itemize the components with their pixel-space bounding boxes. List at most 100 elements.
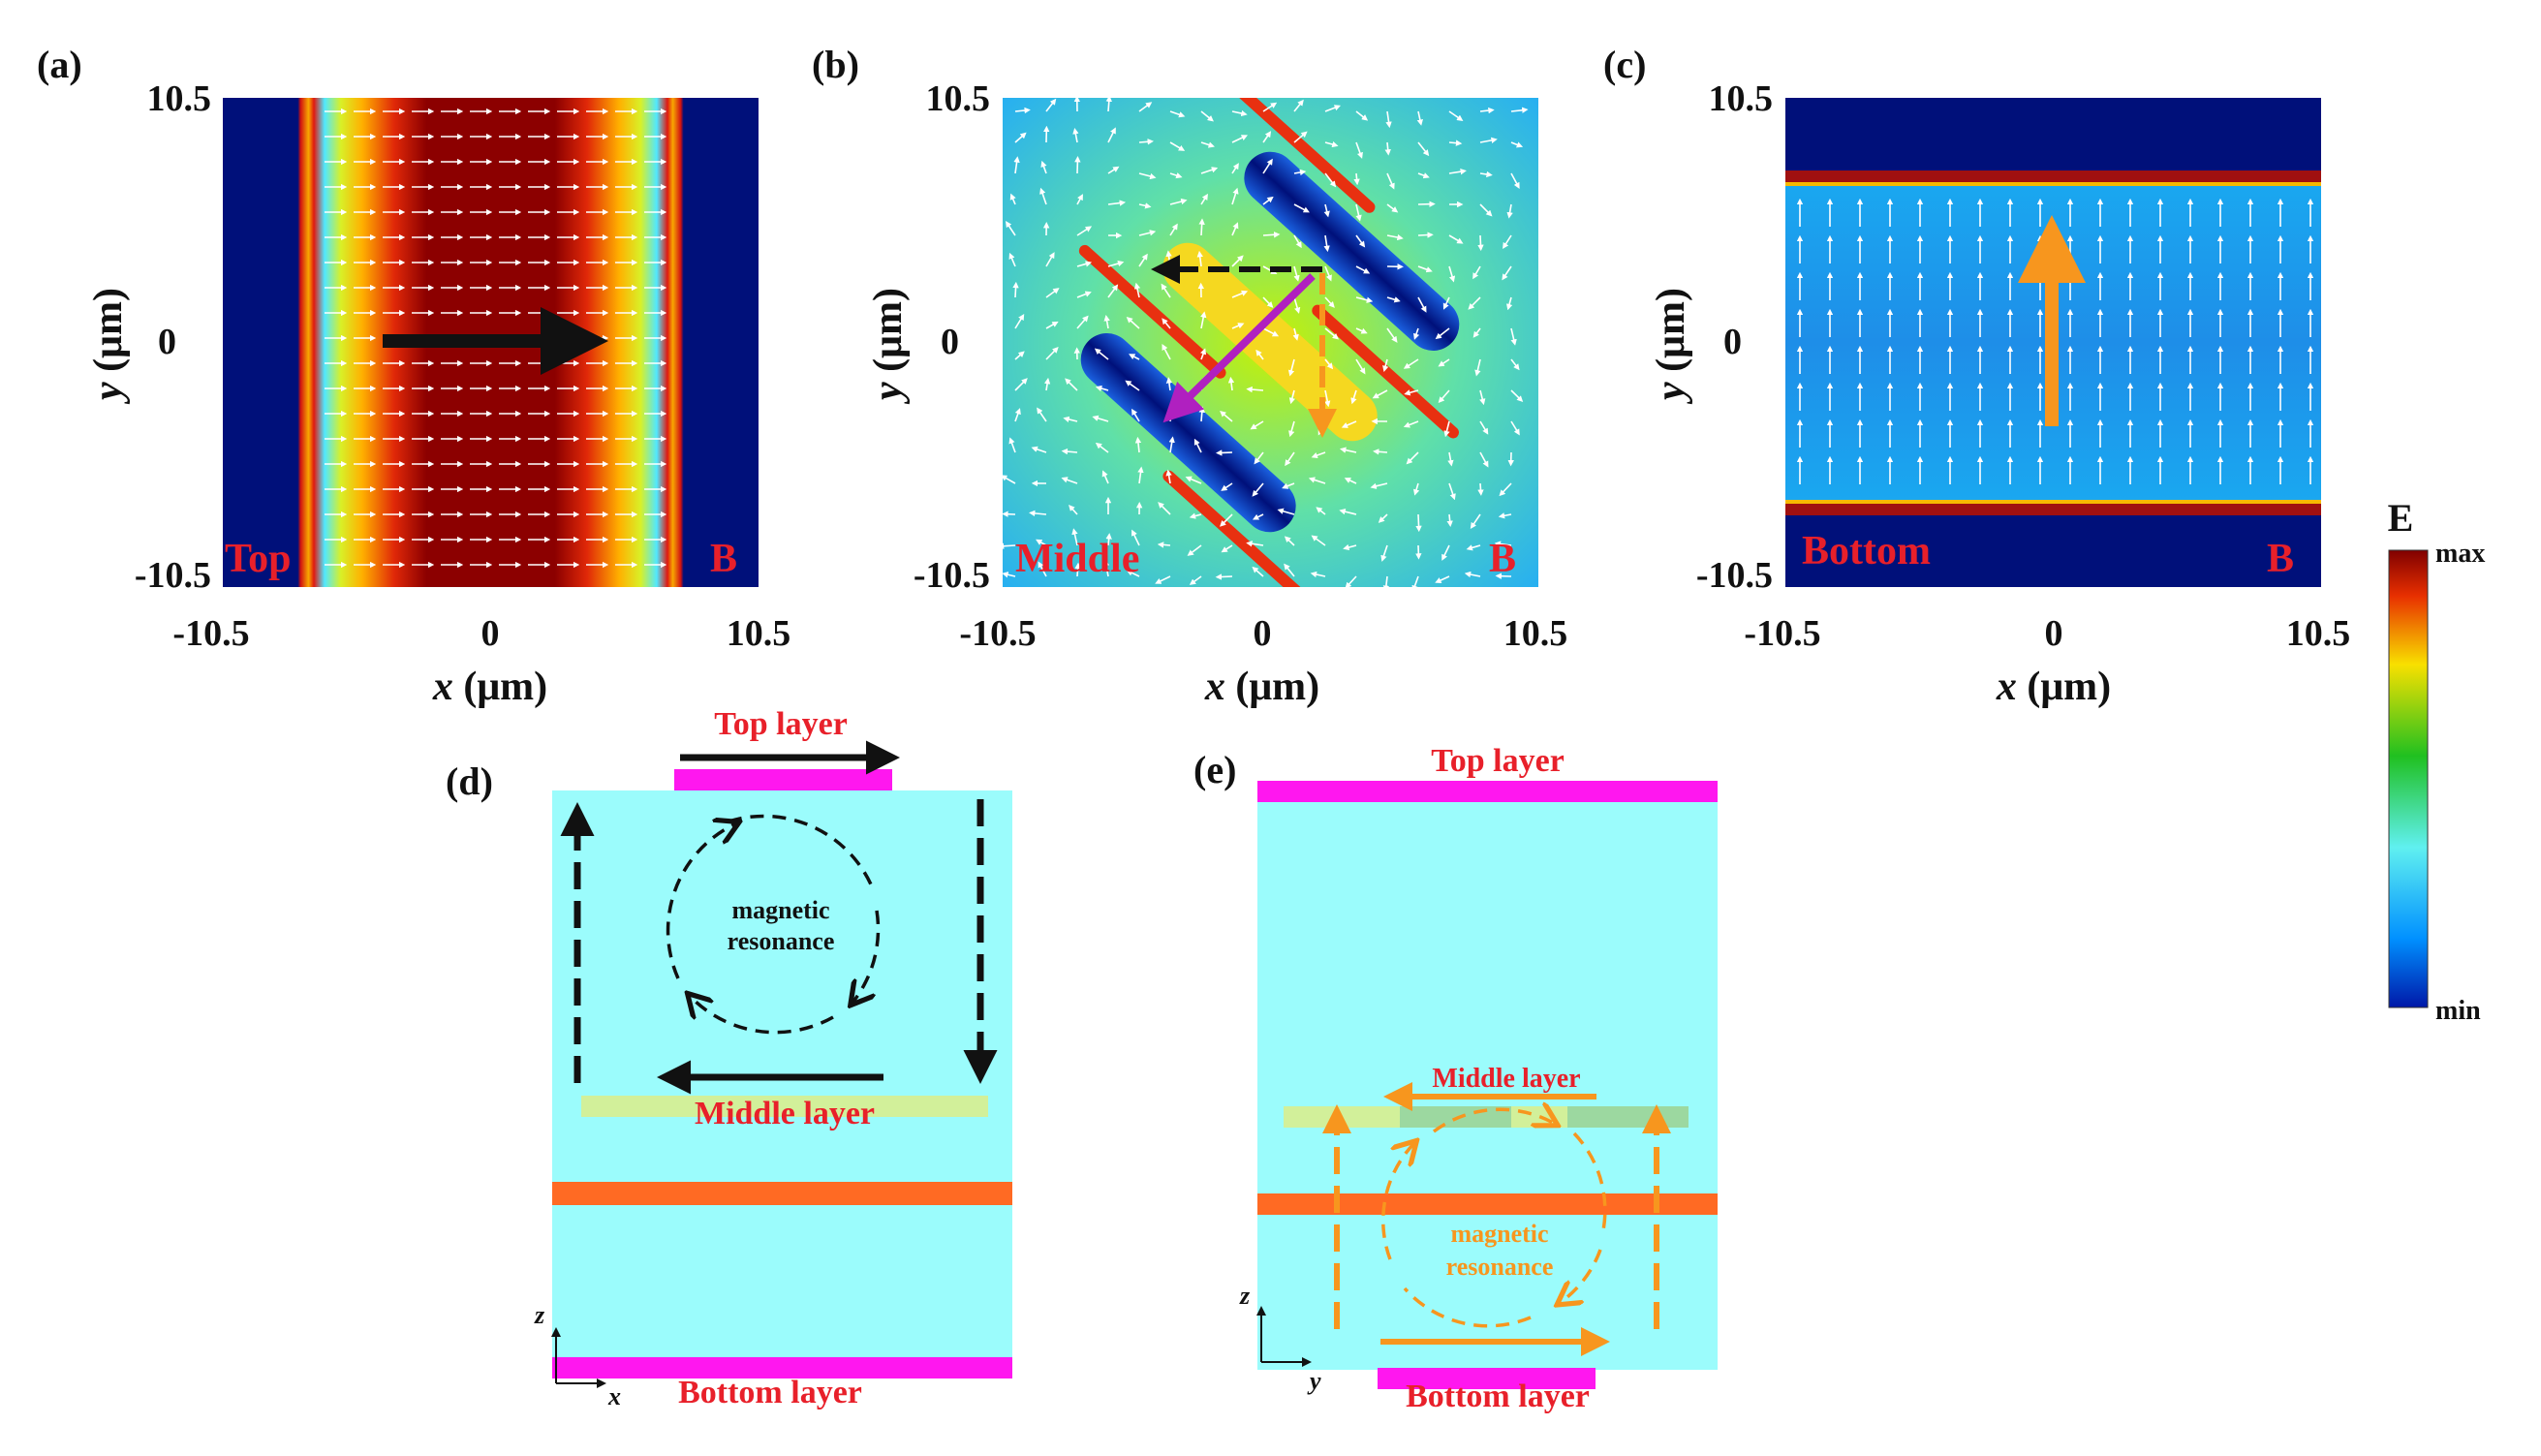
field-vector [1029, 510, 1047, 517]
field-vector [1189, 512, 1202, 519]
field-vector [1324, 140, 1339, 148]
field-vector [1293, 296, 1301, 314]
field-vector [1262, 327, 1280, 337]
field-vector [1472, 327, 1481, 338]
panel-e-axis-z: z [1239, 1282, 1251, 1310]
field-vector [1200, 348, 1207, 360]
field-vector [1262, 196, 1274, 205]
field-vector [1308, 477, 1326, 484]
field-vector [1382, 575, 1390, 587]
panel-e-bottom-layer [1378, 1368, 1596, 1389]
field-vector [1262, 296, 1274, 308]
field-vector [1287, 358, 1295, 377]
field-vector [1386, 172, 1395, 190]
field-vector [1443, 420, 1450, 438]
field-vector [1039, 187, 1047, 205]
field-vector [1187, 544, 1202, 556]
field-vector [1014, 107, 1031, 114]
panel-b-corner-right: B [1489, 537, 1516, 581]
field-vector [1014, 132, 1027, 143]
panel-a-ytick-mid: 0 [158, 322, 176, 362]
field-vector [1344, 478, 1357, 484]
field-vector [1138, 202, 1152, 209]
field-vector [1065, 378, 1078, 391]
panel-d-top-label: Top layer [714, 706, 848, 742]
field-vector [1468, 296, 1481, 310]
panel-c-ytick-mid: 0 [1723, 322, 1742, 362]
field-vector [1285, 451, 1295, 467]
field-vector [1162, 343, 1171, 360]
field-vector [1252, 566, 1264, 577]
field-vector [1126, 316, 1140, 329]
field-vector [1448, 169, 1467, 175]
field-vector [1343, 543, 1357, 551]
field-vector [1231, 290, 1249, 298]
field-vector [1448, 482, 1456, 501]
field-vector [1262, 158, 1273, 174]
panel-e-middle-label: Middle layer [1432, 1064, 1580, 1094]
panel-d-orange-layer [552, 1182, 1012, 1205]
field-vector [1385, 110, 1392, 129]
field-vector [1416, 110, 1423, 126]
panel-b-ytick-bot: -10.5 [914, 555, 990, 596]
field-vector [1161, 283, 1171, 298]
field-vector [1324, 358, 1334, 370]
field-vector [1446, 513, 1453, 528]
field-vector [1447, 451, 1454, 467]
panel-c-ytick-bot: -10.5 [1696, 555, 1773, 596]
field-vector [1323, 203, 1330, 218]
field-vector [1470, 513, 1481, 529]
field-vector [1479, 170, 1493, 178]
field-vector [1045, 252, 1055, 267]
panel-d-mag-line1: magnetic [731, 896, 829, 924]
field-vector [1505, 296, 1513, 311]
field-vector [1412, 482, 1420, 496]
field-vector [1155, 575, 1171, 584]
panel-d-bottom-label: Bottom layer [678, 1375, 862, 1410]
panel-b-ytick-top: 10.5 [926, 78, 991, 119]
field-vector [1350, 389, 1357, 405]
field-vector [1479, 420, 1489, 435]
field-vector [1134, 436, 1142, 453]
field-vector [1284, 536, 1295, 546]
field-vector [1003, 572, 1016, 578]
panel-e-middle-segment-2 [1567, 1106, 1689, 1128]
panel-e-middle-segment-1 [1400, 1106, 1511, 1128]
field-vector [1323, 234, 1330, 253]
field-vector [1012, 281, 1019, 298]
field-vector [1386, 233, 1404, 241]
field-vector [1006, 221, 1016, 236]
field-vector [1412, 327, 1420, 340]
field-vector [1215, 449, 1233, 456]
field-vector [1477, 234, 1484, 252]
panel-e-bottom-label: Bottom layer [1406, 1379, 1590, 1414]
field-vector [1353, 172, 1360, 186]
field-vector [1095, 442, 1109, 453]
panel-e-mag-line2: resonance [1446, 1253, 1554, 1281]
field-vector [1105, 98, 1112, 112]
panel-d-middle-label: Middle layer [695, 1096, 875, 1131]
field-vector [1448, 265, 1456, 283]
field-vector [1231, 255, 1244, 267]
panel-a-xtick-mid: 0 [481, 613, 500, 654]
field-vector [1196, 250, 1203, 267]
field-vector [1095, 385, 1109, 392]
field-vector [1479, 451, 1489, 468]
panel-e-orange-layer [1257, 1193, 1718, 1215]
colorbar [2388, 549, 2429, 1008]
field-vector [1448, 139, 1463, 146]
field-vector [1162, 318, 1171, 329]
field-vector [1076, 315, 1089, 329]
field-vector [1076, 194, 1083, 205]
colorbar-max-label: max [2435, 539, 2485, 569]
panel-c-xtick-right: 10.5 [2286, 613, 2351, 654]
field-vector [1252, 482, 1264, 497]
field-vector [1131, 529, 1140, 546]
panel-b-xlabel: x (μm) [1204, 665, 1319, 709]
field-vector [1125, 380, 1140, 391]
field-vector [1231, 109, 1248, 117]
field-vector [1386, 296, 1401, 303]
field-vector [1003, 475, 1016, 484]
field-vector [1131, 408, 1140, 422]
field-vector [1341, 420, 1357, 428]
